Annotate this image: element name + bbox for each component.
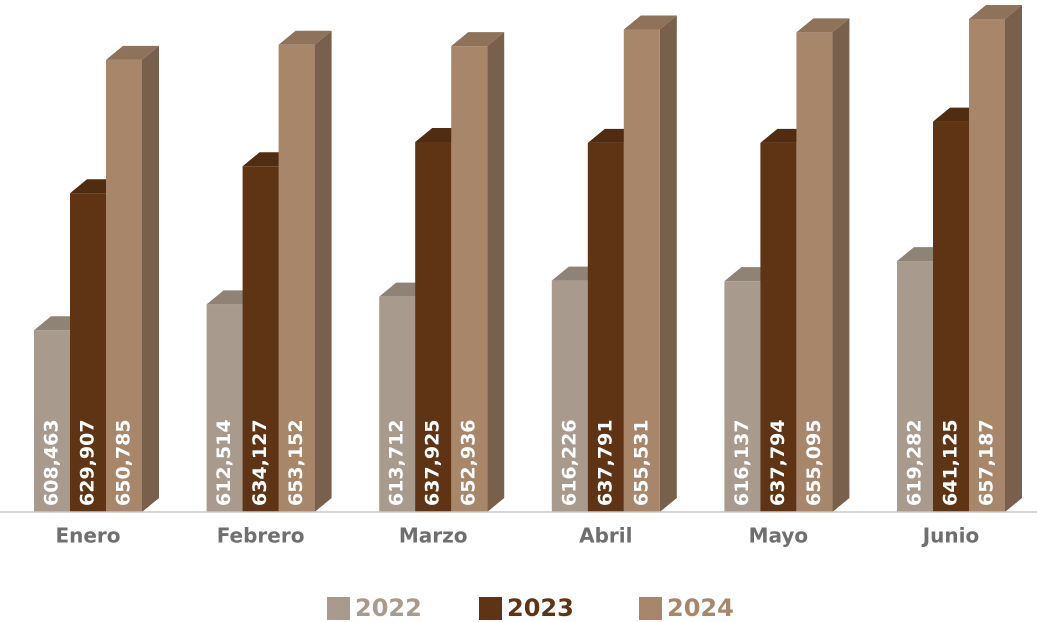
bar-side [142, 45, 159, 513]
value-label: 637,791 [594, 419, 616, 506]
value-label: 657,187 [976, 419, 998, 506]
bar-front [278, 44, 315, 512]
bar-front [760, 142, 797, 512]
value-label: 608,463 [41, 419, 63, 506]
bar-front [587, 142, 624, 512]
value-label: 629,907 [77, 419, 99, 506]
value-label: 616,226 [558, 419, 580, 506]
value-label: 613,712 [386, 419, 408, 506]
legend-label: 2023 [507, 594, 574, 622]
bar-front [106, 59, 142, 513]
bar-side [487, 32, 505, 512]
bar-front [796, 32, 833, 512]
bar-top [796, 18, 850, 33]
value-label: 634,127 [249, 419, 271, 506]
bar-top [623, 15, 677, 30]
bar [623, 15, 677, 512]
bar [969, 4, 1022, 512]
legend-label: 2022 [355, 594, 422, 622]
bar-front [34, 330, 70, 512]
legend-swatch [327, 597, 350, 620]
bar-top [106, 45, 159, 60]
bar-front [724, 281, 761, 512]
x-tick-label: Abril [579, 524, 632, 548]
bar [106, 45, 159, 513]
value-label: 650,785 [113, 419, 135, 506]
bar-front [379, 296, 416, 512]
bar-front [969, 18, 1005, 512]
bar-front [933, 121, 969, 513]
value-label: 655,531 [630, 419, 652, 506]
bar-top [451, 32, 505, 47]
bar-side [314, 30, 332, 512]
bar-top [278, 30, 332, 45]
bar-side [659, 15, 677, 512]
value-label: 637,925 [422, 419, 444, 506]
legend-swatch [639, 597, 662, 620]
value-label: 619,282 [904, 419, 926, 506]
bar [278, 30, 332, 512]
bar-front [415, 142, 452, 512]
value-label: 652,936 [458, 419, 480, 506]
value-label: 641,125 [940, 419, 962, 506]
x-tick-label: Enero [55, 524, 120, 548]
x-tick-label: Marzo [399, 524, 468, 548]
value-label: 612,514 [213, 419, 235, 506]
bar-side [1005, 4, 1022, 512]
bar-front [206, 304, 243, 512]
bar-front [623, 29, 660, 512]
bar-side [832, 18, 850, 512]
value-label: 637,794 [767, 419, 789, 506]
bar [796, 18, 850, 512]
bar-front [242, 166, 279, 512]
bar-front [897, 261, 933, 512]
x-tick-label: Febrero [217, 524, 305, 548]
value-label: 653,152 [285, 419, 307, 506]
x-tick-label: Mayo [749, 524, 809, 548]
legend-label: 2024 [667, 594, 734, 622]
bar-top [969, 4, 1022, 19]
bar [451, 32, 505, 512]
bar-front [70, 193, 106, 512]
bar-front [451, 46, 488, 512]
x-tick-label: Junio [921, 524, 980, 548]
legend-swatch [479, 597, 502, 620]
value-label: 616,137 [731, 419, 753, 506]
bar-front [551, 280, 588, 512]
value-label: 655,095 [803, 419, 825, 506]
